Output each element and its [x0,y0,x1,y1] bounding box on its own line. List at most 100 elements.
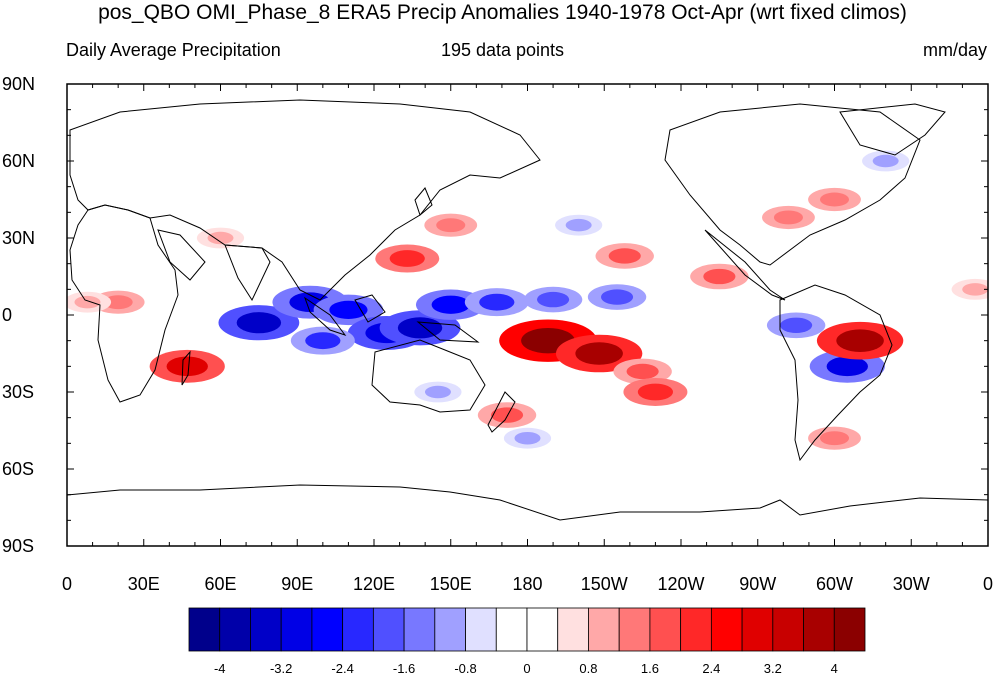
anomaly-core [600,289,634,305]
coastline-arabia [157,229,206,281]
anomaly-core [780,317,813,333]
colorbar-swatch [188,607,221,652]
lat-label: 0 [2,305,12,325]
lon-label: 120E [353,574,395,594]
lat-label: 30S [2,382,34,402]
lon-label: 60E [204,574,236,594]
colorbar [188,607,866,652]
colorbar-swatch [280,607,313,652]
anomaly-core [836,329,884,352]
map-background [67,84,988,546]
colorbar-swatch [588,607,620,652]
anomaly-core [305,332,341,350]
lat-label: 90S [2,536,34,556]
colorbar-swatch [495,607,528,652]
anomaly-core [962,283,988,296]
coastline-greenland [839,103,946,156]
coastline-new-zealand [487,391,516,433]
anomaly-core [74,295,101,309]
anomaly-core [236,312,282,334]
anomaly-core [608,248,641,264]
axis-ticks [66,83,989,547]
colorbar-tick-label: -4 [214,661,226,676]
anomaly-core [490,407,524,423]
coastline-new-guinea [416,321,480,343]
lon-label: 120W [657,574,704,594]
anomaly-core [389,250,425,267]
colorbar-swatch [250,607,282,652]
lon-label: 30W [893,574,930,594]
anomaly-core [166,356,208,377]
colorbar-swatch [219,607,251,652]
colorbar-tick-label: 1.6 [641,661,659,676]
anomaly-core [103,295,133,310]
coastline-australia [371,339,486,413]
colorbar-tick-label: 3.2 [764,661,782,676]
coastlines [67,99,988,521]
lon-label: 60W [816,574,853,594]
colorbar-swatch [434,607,466,652]
map-title: pos_QBO OMI_Phase_8 ERA5 Precip Anomalie… [98,1,907,24]
coastline-antarctica [67,484,988,521]
colorbar-swatch [557,607,589,652]
colorbar-swatch [403,607,436,652]
lon-label: 90W [739,574,776,594]
coastline-central-america [704,229,786,301]
anomaly-core [514,431,541,445]
colorbar-swatch [465,607,497,652]
lat-label: 60S [2,459,34,479]
colorbar-tick-label: -2.4 [331,661,353,676]
longitude-labels: 0 30E 60E 90E 120E 150E 180 150W 120W 90W 60W 30W 0 [62,574,993,594]
coastline-japan [414,187,433,216]
anomaly-core [424,385,451,399]
colorbar-swatch [618,607,651,652]
lon-label: 150W [581,574,628,594]
colorbar-swatch [741,607,774,652]
latitude-labels: 90N 60N 30N 0 30S 60S 90S [2,74,35,556]
colorbar-swatch [833,607,866,652]
colorbar-tick-label: 4 [831,661,838,676]
anomaly-core [565,218,592,232]
coastline-north-america [664,103,921,266]
anomaly-core [479,293,515,311]
coastline-sumatra [304,296,347,336]
anomaly-core [703,268,736,285]
lat-label: 60N [2,151,35,171]
colorbar-swatch [710,607,743,652]
lat-label: 30N [2,228,35,248]
anomaly-core [872,154,899,168]
anomaly-core [431,295,470,314]
lat-label: 90N [2,74,35,94]
colorbar-tick-label: 2.4 [702,661,720,676]
colorbar-swatch [372,607,405,652]
colorbar-swatch [649,607,682,652]
anomaly-core [626,363,659,380]
coastline-eurasia [69,99,541,301]
colorbar-tick-label: 0 [523,661,530,676]
colorbar-tick-label: -1.6 [393,661,415,676]
units-label: mm/day [922,40,987,60]
anomaly-core [819,431,850,446]
anomaly-core [826,356,868,377]
coastline-madagascar [181,350,191,386]
lon-label: 0 [62,574,72,594]
anomaly-core [436,218,466,233]
colorbar-swatch [803,607,835,652]
anomaly-core [637,383,674,401]
colorbar-tick-label: -3.2 [270,661,292,676]
anomaly-field [67,150,988,450]
lon-label: 150E [430,574,472,594]
colorbar-swatch [680,607,712,652]
anomaly-core [819,192,850,207]
lon-label: 90E [281,574,313,594]
anomaly-core [397,317,443,339]
lon-label: 30E [128,574,160,594]
colorbar-swatch [342,607,374,652]
anomaly-core [575,342,623,365]
lon-label: 0 [983,574,993,594]
lon-label: 180 [512,574,542,594]
colorbar-swatch [526,607,559,652]
colorbar-tick-label: 0.8 [579,661,597,676]
colorbar-tick-label: -0.8 [454,661,476,676]
